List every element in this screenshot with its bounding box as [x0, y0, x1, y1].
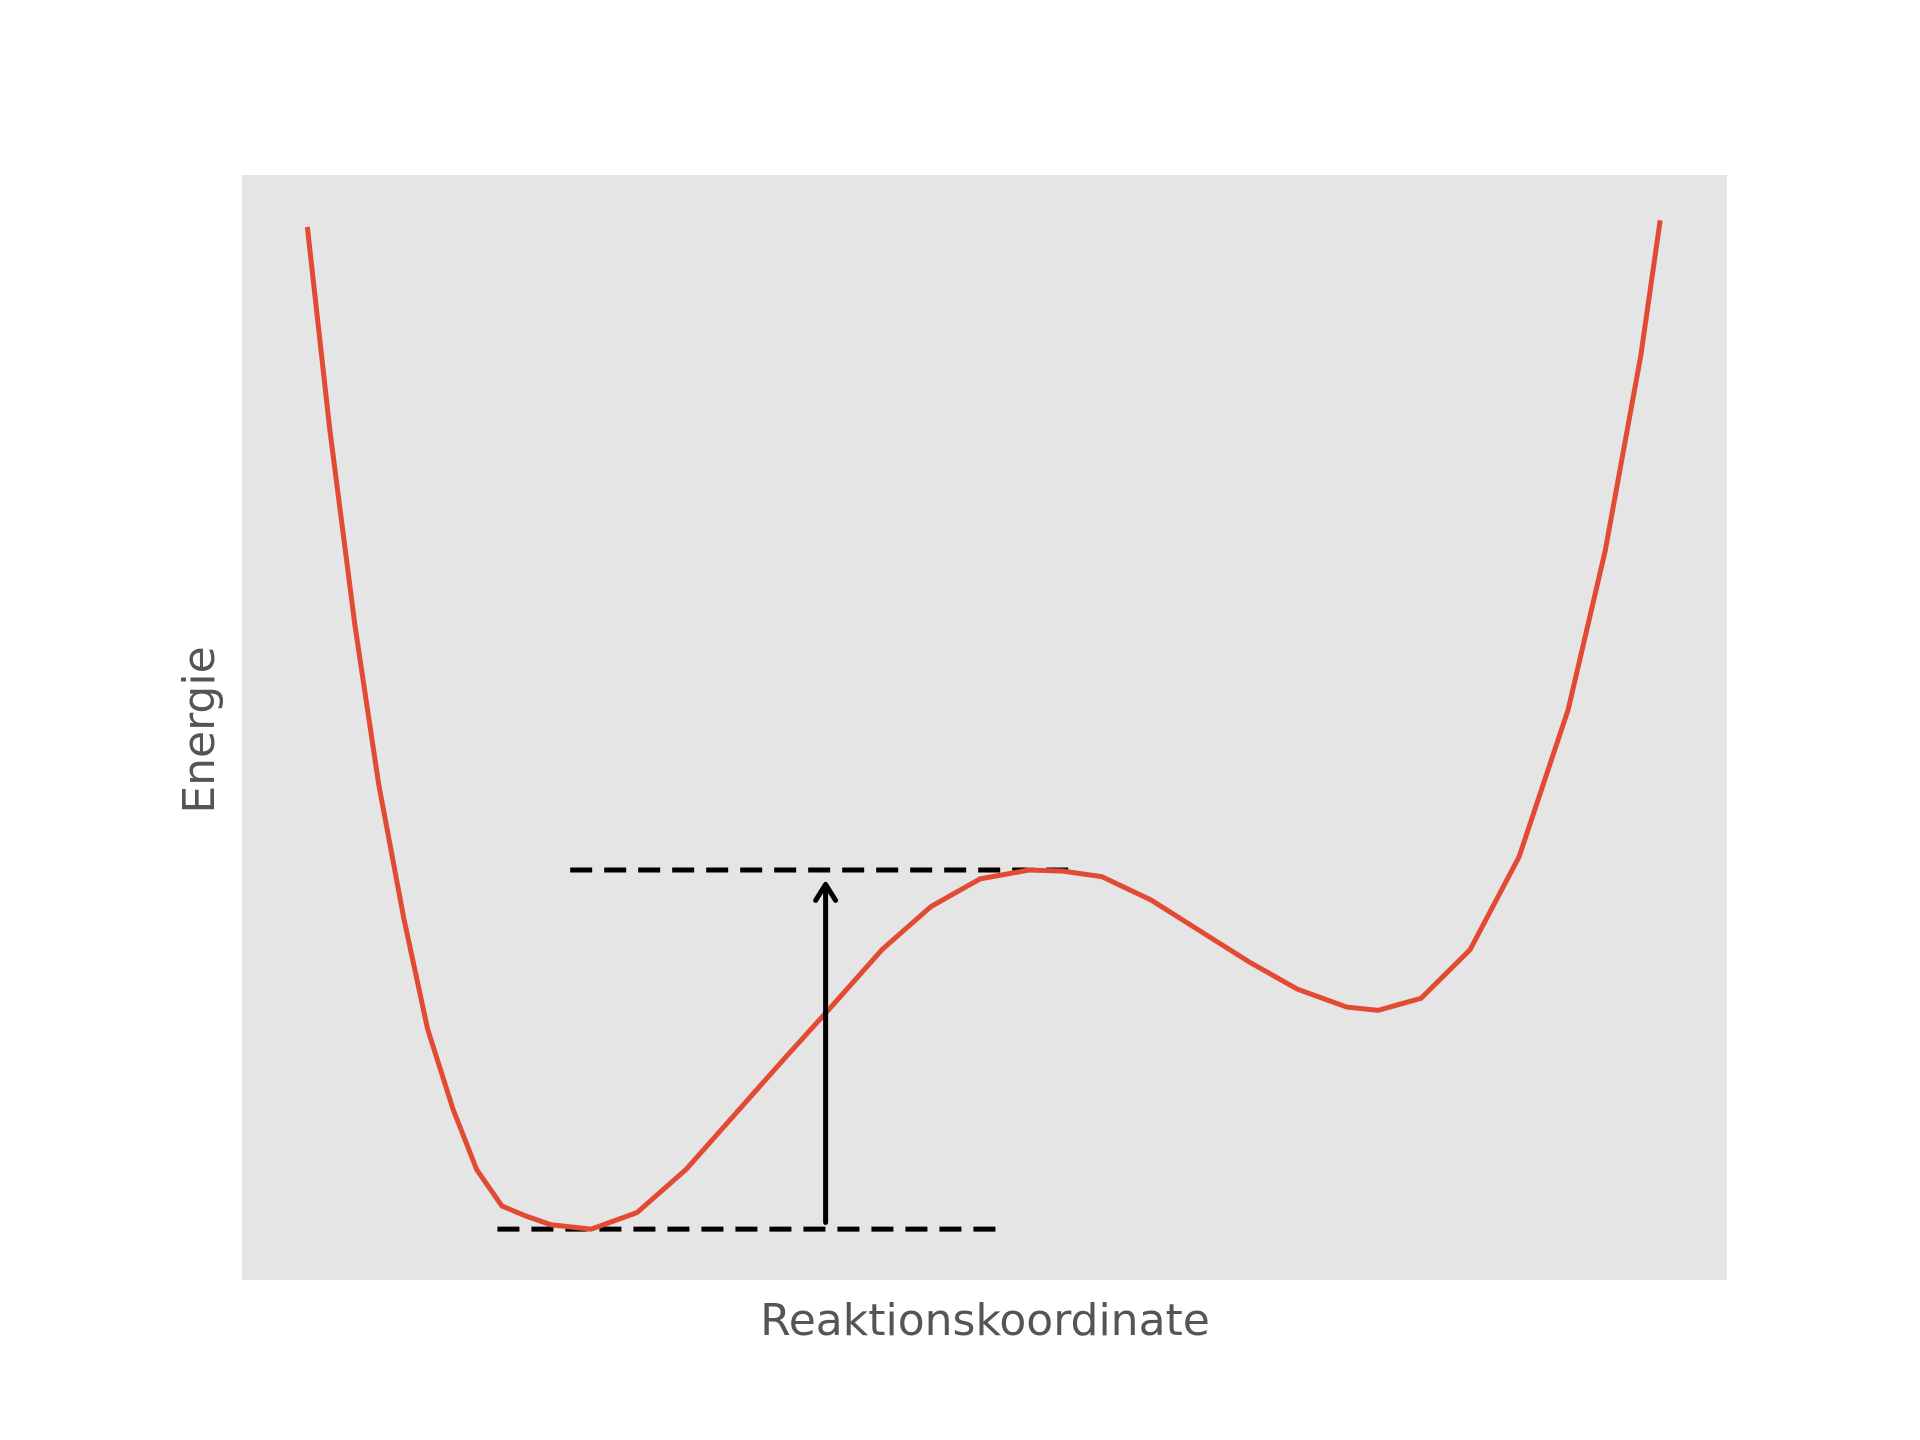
- y-axis-label: Energie: [174, 646, 225, 813]
- activation-arrow: [813, 881, 839, 1226]
- energy-curve: [304, 219, 1663, 1232]
- plot-area: [242, 175, 1727, 1280]
- x-axis-label: Reaktionskoordinate: [760, 1295, 1210, 1346]
